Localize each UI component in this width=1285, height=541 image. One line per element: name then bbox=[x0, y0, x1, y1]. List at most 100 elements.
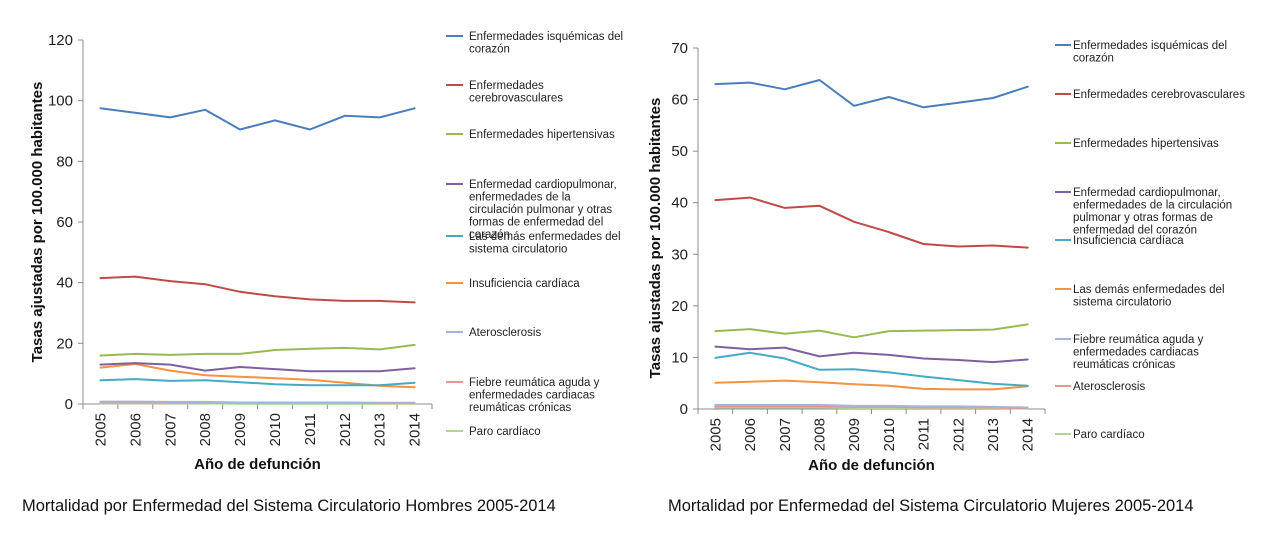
chart-women: 0 10 20 30 40 50 60 70 2005 2006 2007 2008 2009 2010 2… bbox=[647, 40, 1245, 474]
x-tick-label: 2010 bbox=[267, 413, 284, 446]
legend-label: Enfermedad cardiopulmonar, enfermedades d… bbox=[469, 179, 617, 241]
y-tick-label: 40 bbox=[671, 195, 688, 212]
legend-label-line: pulmonar y otras formas de bbox=[1073, 212, 1213, 224]
series-line bbox=[99, 107, 416, 131]
legend-item: Aterosclerosis bbox=[1055, 381, 1145, 393]
series-line bbox=[99, 343, 416, 357]
legend-label-line: Enfermedades isquémicas del bbox=[1073, 40, 1227, 52]
x-tick-label: 2005 bbox=[707, 418, 724, 451]
x-tick-label: 2014 bbox=[1020, 418, 1037, 451]
x-tick-label: 2011 bbox=[916, 418, 933, 450]
series-line bbox=[714, 345, 1029, 364]
legend-label: Enfermedades cerebrovasculares bbox=[1073, 89, 1245, 101]
legend-item: Enfermedades hipertensivas bbox=[1055, 138, 1219, 150]
legend-label: Aterosclerosis bbox=[1073, 381, 1145, 393]
legend-label-line: Enfermedades hipertensivas bbox=[469, 129, 615, 141]
legend-label-line: enfermedades de la circulación bbox=[1073, 200, 1232, 212]
y-tick-label: 0 bbox=[680, 401, 688, 418]
legend-label: Fiebre reumática aguda y enfermedades car… bbox=[469, 377, 600, 414]
legend-label: Paro cardíaco bbox=[469, 426, 541, 438]
legend-item: Las demás enfermedades del sistema circul… bbox=[446, 231, 621, 256]
legend-item: Enfermedades isquémicas del corazón bbox=[1055, 40, 1227, 65]
series-line bbox=[714, 351, 1029, 387]
legend-item: Enfermedades hipertensivas bbox=[446, 129, 615, 141]
legend-label-line: Paro cardíaco bbox=[1073, 429, 1145, 441]
legend-label-line: Enfermedades bbox=[469, 80, 544, 92]
legend-item: Enfermedad cardiopulmonar, enfermedades d… bbox=[1055, 187, 1232, 237]
x-tick-label: 2011 bbox=[302, 413, 319, 445]
legend-label-line: Enfermedades isquémicas del bbox=[469, 31, 623, 43]
legend-label-line: Las demás enfermedades del bbox=[469, 231, 621, 243]
legend-item: Enfermedades cerebrovasculares bbox=[446, 80, 563, 105]
legend-label-line: Enfermedades hipertensivas bbox=[1073, 138, 1219, 150]
legend-label-line: sistema circulatorio bbox=[469, 244, 567, 256]
legend-item: Enfermedad cardiopulmonar, enfermedades d… bbox=[446, 179, 617, 241]
y-tick-label: 80 bbox=[56, 153, 73, 170]
legend-label-line: enfermedad del corazón bbox=[1073, 225, 1197, 237]
x-axis-title: Año de defunción bbox=[808, 457, 935, 474]
x-tick-label: 2008 bbox=[197, 413, 214, 446]
legend-label-line: corazón bbox=[469, 44, 510, 56]
legend-label: Insuficiencia cardíaca bbox=[1073, 235, 1184, 247]
series-line bbox=[714, 379, 1029, 391]
x-tick-label: 2009 bbox=[232, 413, 249, 446]
legend-item: Insuficiencia cardíaca bbox=[446, 278, 580, 290]
legend-label: Enfermedades cerebrovasculares bbox=[469, 80, 563, 105]
legend-label-line: Enfermedades cerebrovasculares bbox=[1073, 89, 1245, 101]
legend-label-line: corazón bbox=[469, 229, 510, 241]
legend-label: Paro cardíaco bbox=[1073, 429, 1145, 441]
legend-label-line: Enfermedad cardiopulmonar, bbox=[1073, 187, 1221, 199]
caption-women: Mortalidad por Enfermedad del Sistema Ci… bbox=[668, 497, 1194, 515]
series-line bbox=[714, 323, 1029, 339]
legend-item: Enfermedades isquémicas del corazón bbox=[446, 31, 623, 56]
x-tick-label: 2012 bbox=[337, 413, 354, 446]
legend-label: Las demás enfermedades del sistema circul… bbox=[1073, 284, 1225, 309]
y-tick-label: 120 bbox=[48, 32, 73, 49]
series-line bbox=[99, 362, 416, 373]
legend-label: Enfermedades hipertensivas bbox=[1073, 138, 1219, 150]
legend-item: Paro cardíaco bbox=[446, 426, 541, 438]
y-tick-label: 60 bbox=[671, 92, 688, 109]
legend-item: Las demás enfermedades del sistema circul… bbox=[1055, 284, 1225, 309]
x-tick-label: 2012 bbox=[950, 418, 967, 451]
legend-label: Enfermedades hipertensivas bbox=[469, 129, 615, 141]
legend-label: Enfermedades isquémicas del corazón bbox=[469, 31, 623, 56]
legend-item: Insuficiencia cardíaca bbox=[1055, 235, 1184, 247]
y-axis-title: Tasas ajustadas por 100.000 habitantes bbox=[29, 82, 46, 363]
y-tick-label: 0 bbox=[65, 396, 73, 413]
legend-label: Enfermedad cardiopulmonar, enfermedades d… bbox=[1073, 187, 1232, 237]
series-line bbox=[99, 400, 416, 404]
series-line bbox=[714, 196, 1029, 249]
x-axis-title: Año de defunción bbox=[194, 456, 321, 473]
x-tick-label: 2010 bbox=[881, 418, 898, 451]
legend-label-line: corazón bbox=[1073, 53, 1114, 65]
legend-label-line: Enfermedad cardiopulmonar, bbox=[469, 179, 617, 191]
series-line bbox=[714, 79, 1029, 109]
legend-label-line: enfermedades cardiacas bbox=[469, 390, 595, 402]
x-tick-label: 2008 bbox=[811, 418, 828, 451]
x-tick-label: 2005 bbox=[92, 413, 109, 446]
series-line bbox=[714, 403, 1029, 409]
y-tick-label: 10 bbox=[671, 349, 688, 366]
legend-label: Enfermedades isquémicas del corazón bbox=[1073, 40, 1227, 65]
legend-label-line: Paro cardíaco bbox=[469, 426, 541, 438]
legend-label-line: Insuficiencia cardíaca bbox=[1073, 235, 1184, 247]
legend-item: Paro cardíaco bbox=[1055, 429, 1145, 441]
legend-label-line: Las demás enfermedades del bbox=[1073, 284, 1225, 296]
legend-label: Aterosclerosis bbox=[469, 327, 541, 339]
series-line bbox=[99, 275, 416, 304]
x-tick-label: 2013 bbox=[985, 418, 1002, 451]
x-tick-label: 2006 bbox=[742, 418, 759, 451]
x-tick-label: 2009 bbox=[846, 418, 863, 451]
x-tick-label: 2006 bbox=[127, 413, 144, 446]
legend-item: Aterosclerosis bbox=[446, 327, 541, 339]
x-tick-label: 2007 bbox=[162, 413, 179, 446]
y-tick-label: 70 bbox=[671, 40, 688, 57]
legend-label-line: reumáticas crónicas bbox=[1073, 359, 1176, 371]
y-tick-label: 20 bbox=[671, 298, 688, 315]
legend-label: Las demás enfermedades del sistema circul… bbox=[469, 231, 621, 256]
legend-label-line: cerebrovasculares bbox=[469, 93, 563, 105]
y-axis-title: Tasas ajustadas por 100.000 habitantes bbox=[647, 98, 664, 379]
series-line bbox=[99, 378, 416, 387]
legend-label-line: sistema circulatorio bbox=[1073, 297, 1171, 309]
